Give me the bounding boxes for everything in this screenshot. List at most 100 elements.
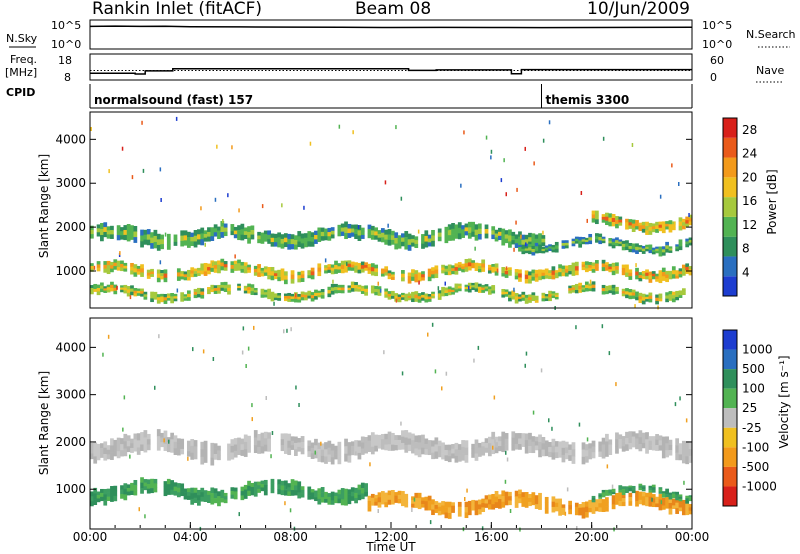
heatmap-cell	[344, 268, 348, 273]
heatmap-cell	[354, 265, 358, 270]
heatmap-speckle	[506, 457, 509, 462]
freq-frame	[89, 53, 693, 81]
heatmap-cell	[451, 509, 455, 513]
heatmap-cell	[183, 294, 188, 297]
heatmap-cell	[655, 300, 659, 305]
heatmap-cell	[324, 491, 328, 496]
heatmap-cell	[501, 228, 506, 235]
x-tick-label: 04:00	[173, 530, 208, 544]
heatmap-cell	[668, 276, 673, 280]
heatmap-cell	[210, 284, 215, 288]
heatmap-cell	[217, 445, 221, 451]
heatmap-cell	[668, 248, 673, 251]
heatmap-cell	[113, 485, 118, 492]
heatmap-cell	[337, 284, 342, 288]
heatmap-cell	[641, 487, 646, 490]
heatmap-cell	[397, 235, 402, 240]
heatmap-speckle	[214, 197, 217, 202]
heatmap-cell	[528, 279, 532, 284]
heatmap-cell	[230, 261, 235, 266]
heatmap-cell	[277, 232, 282, 238]
heatmap-cell	[116, 437, 121, 445]
heatmap-cell	[243, 231, 248, 236]
heatmap-cell	[558, 272, 562, 277]
heatmap-speckle	[513, 247, 515, 252]
heatmap-cell	[360, 482, 365, 489]
heatmap-cell	[541, 292, 546, 296]
heatmap-cell	[491, 226, 496, 231]
heatmap-cell	[327, 266, 332, 271]
heatmap-cell	[404, 296, 409, 299]
heatmap-cell	[136, 447, 141, 455]
heatmap-cell	[457, 455, 462, 462]
heatmap-cell	[156, 429, 161, 437]
heatmap-speckle	[683, 480, 685, 485]
heatmap-cell	[404, 293, 409, 297]
heatmap-cell	[685, 441, 690, 450]
heatmap-cell	[681, 504, 686, 511]
heatmap-cell	[253, 265, 258, 270]
heatmap-cell	[380, 232, 385, 238]
heatmap-cell	[317, 236, 322, 243]
heatmap-cell	[357, 489, 362, 496]
heatmap-cell	[270, 297, 275, 302]
heatmap-speckle	[346, 261, 348, 266]
heatmap-cell	[243, 290, 248, 294]
heatmap-cell	[655, 246, 659, 250]
heatmap-cell	[504, 294, 509, 297]
heatmap-cell	[548, 270, 552, 274]
heatmap-cell	[337, 456, 342, 465]
heatmap-cell	[588, 443, 593, 449]
heatmap-cell	[96, 443, 101, 450]
heatmap-cell	[651, 498, 656, 503]
heatmap-cell	[260, 236, 265, 241]
power-colorbar-swatch	[723, 236, 737, 257]
heatmap-cell	[391, 274, 395, 278]
heatmap-cell	[344, 264, 348, 269]
heatmap-cell	[320, 292, 325, 296]
nsky-log-hi-right: 10^5	[702, 19, 732, 32]
heatmap-cell	[471, 282, 476, 286]
heatmap-cell	[521, 234, 526, 240]
heatmap-cell	[163, 443, 168, 451]
heatmap-cell	[250, 486, 255, 492]
heatmap-cell	[100, 448, 104, 454]
heatmap-cell	[103, 264, 108, 269]
heatmap-cell	[454, 233, 459, 239]
heatmap-cell	[564, 453, 569, 460]
heatmap-cell	[230, 227, 235, 232]
heatmap-speckle	[158, 334, 160, 339]
heatmap-cell	[645, 492, 649, 498]
heatmap-cell	[247, 231, 251, 238]
heatmap-cell	[464, 447, 469, 456]
heatmap-cell	[213, 454, 218, 460]
heatmap-cell	[197, 287, 201, 292]
heatmap-cell	[414, 236, 419, 241]
heatmap-cell	[447, 456, 452, 463]
heatmap-cell	[247, 490, 251, 496]
heatmap-cell	[671, 493, 676, 497]
heatmap-cell	[263, 272, 268, 276]
heatmap-cell	[387, 234, 392, 241]
heatmap-cell	[417, 498, 422, 504]
heatmap-cell	[364, 487, 368, 493]
heatmap-cell	[665, 494, 669, 500]
heatmap-cell	[477, 228, 482, 235]
heatmap-cell	[287, 433, 292, 442]
heatmap-speckle	[324, 258, 327, 263]
nsky-log-lo-left: 10^0	[51, 38, 81, 51]
heatmap-cell	[90, 496, 94, 502]
heatmap-cell	[621, 494, 626, 499]
heatmap-cell	[140, 288, 144, 292]
heatmap-cell	[233, 260, 238, 265]
heatmap-cell	[324, 232, 328, 237]
heatmap-cell	[544, 268, 549, 273]
heatmap-cell	[665, 450, 669, 458]
heatmap-cell	[163, 437, 168, 445]
heatmap-cell	[186, 269, 191, 274]
heatmap-cell	[548, 446, 552, 453]
heatmap-cell	[481, 450, 486, 456]
heatmap-cell	[113, 439, 118, 446]
heatmap-cell	[601, 263, 606, 268]
heatmap-cell	[360, 231, 365, 236]
